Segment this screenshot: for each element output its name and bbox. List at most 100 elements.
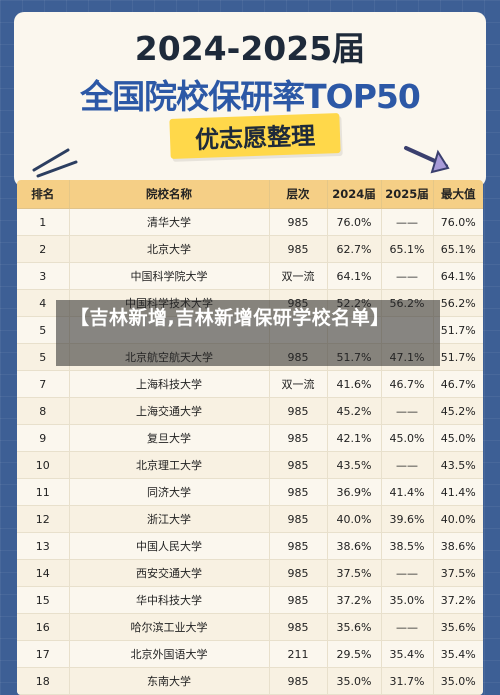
cell-2024: 45.2%: [327, 397, 382, 425]
cell-rank: 15: [17, 586, 70, 614]
cell-2025: ——: [381, 559, 434, 587]
cell-max: 56.2%: [433, 289, 483, 317]
cell-level: 985: [269, 586, 328, 614]
caption-overlay: [56, 300, 440, 366]
caption-text: 【吉林新增,吉林新增保研学校名单】: [70, 307, 390, 329]
cell-2024: 43.5%: [327, 451, 382, 479]
table-row: 9 复旦大学 985 42.1% 45.0% 45.0%: [17, 424, 483, 452]
cell-rank: 11: [17, 478, 70, 506]
cell-level: 985: [269, 667, 328, 695]
cell-school: 上海科技大学: [69, 370, 270, 398]
cell-max: 45.2%: [433, 397, 483, 425]
cell-level: 双一流: [269, 262, 328, 290]
cell-rank: 14: [17, 559, 70, 587]
table-row: 12 浙江大学 985 40.0% 39.6% 40.0%: [17, 505, 483, 533]
cell-rank: 10: [17, 451, 70, 479]
table-row: 14 西安交通大学 985 37.5% —— 37.5%: [17, 559, 483, 587]
cell-school: 中国科学院大学: [69, 262, 270, 290]
cell-rank: 7: [17, 370, 70, 398]
table-body: 1 清华大学 985 76.0% —— 76.0% 2 北京大学 985 62.7% 65.1% 65…: [17, 208, 483, 695]
header-card: [14, 12, 486, 187]
table-row: 17 北京外国语大学 211 29.5% 35.4% 35.4%: [17, 640, 483, 668]
cell-max: 45.0%: [433, 424, 483, 452]
cell-school: 复旦大学: [69, 424, 270, 452]
cell-2024: 62.7%: [327, 235, 382, 263]
cell-rank: 12: [17, 505, 70, 533]
cell-2024: 29.5%: [327, 640, 382, 668]
cell-2024: 35.6%: [327, 613, 382, 641]
cell-level: 双一流: [269, 370, 328, 398]
cell-rank: 3: [17, 262, 70, 290]
cell-2024: 36.9%: [327, 478, 382, 506]
table-row: 13 中国人民大学 985 38.6% 38.5% 38.6%: [17, 532, 483, 560]
cell-max: 76.0%: [433, 208, 483, 236]
cell-2025: 46.7%: [381, 370, 434, 398]
cell-school: 华中科技大学: [69, 586, 270, 614]
arrow-icon: [404, 146, 450, 174]
column-header-2025: 2025届: [381, 180, 434, 209]
cell-school: 北京外国语大学: [69, 640, 270, 668]
cell-max: 43.5%: [433, 451, 483, 479]
cell-level: 985: [269, 478, 328, 506]
cell-2025: ——: [381, 262, 434, 290]
cell-2024: 35.0%: [327, 667, 382, 695]
sparkle-lines-icon: [32, 148, 78, 178]
cell-rank: 8: [17, 397, 70, 425]
cell-2025: 45.0%: [381, 424, 434, 452]
cell-level: 985: [269, 397, 328, 425]
cell-rank: 13: [17, 532, 70, 560]
table-row: 15 华中科技大学 985 37.2% 35.0% 37.2%: [17, 586, 483, 614]
cell-2025: 35.0%: [381, 586, 434, 614]
ranking-table-container: 排名 院校名称 层次 2024届 2025届 最大值 1 清华大学 985 76.0%…: [17, 180, 483, 695]
table-row: 1 清华大学 985 76.0% —— 76.0%: [17, 208, 483, 236]
cell-2025: 41.4%: [381, 478, 434, 506]
cell-level: 985: [269, 559, 328, 587]
cell-max: 35.6%: [433, 613, 483, 641]
cell-2024: 42.1%: [327, 424, 382, 452]
table-row: 10 北京理工大学 985 43.5% —— 43.5%: [17, 451, 483, 479]
cell-level: 211: [269, 640, 328, 668]
cell-level: 985: [269, 505, 328, 533]
cell-2024: 64.1%: [327, 262, 382, 290]
cell-max: 35.4%: [433, 640, 483, 668]
cell-school: 北京理工大学: [69, 451, 270, 479]
cell-2025: 31.7%: [381, 667, 434, 695]
cell-rank: 9: [17, 424, 70, 452]
cell-rank: 18: [17, 667, 70, 695]
cell-2024: 76.0%: [327, 208, 382, 236]
title-main: 全国院校保研率TOP50: [80, 77, 421, 116]
cell-rank: 2: [17, 235, 70, 263]
table-row: 7 上海科技大学 双一流 41.6% 46.7% 46.7%: [17, 370, 483, 398]
cell-max: 37.2%: [433, 586, 483, 614]
cell-max: 51.7%: [433, 316, 483, 344]
badge-label: 优志愿整理: [194, 121, 316, 155]
column-header-school: 院校名称: [69, 180, 270, 209]
title-year: 2024-2025届: [134, 29, 366, 68]
cell-max: 38.6%: [433, 532, 483, 560]
cell-rank: 1: [17, 208, 70, 236]
cell-level: 985: [269, 613, 328, 641]
cell-rank: 16: [17, 613, 70, 641]
cell-rank: 17: [17, 640, 70, 668]
table-row: 11 同济大学 985 36.9% 41.4% 41.4%: [17, 478, 483, 506]
cell-school: 西安交通大学: [69, 559, 270, 587]
cell-school: 东南大学: [69, 667, 270, 695]
cell-level: 985: [269, 208, 328, 236]
cell-school: 上海交通大学: [69, 397, 270, 425]
cell-max: 64.1%: [433, 262, 483, 290]
cell-max: 37.5%: [433, 559, 483, 587]
table-row: 16 哈尔滨工业大学 985 35.6% —— 35.6%: [17, 613, 483, 641]
cell-school: 清华大学: [69, 208, 270, 236]
cell-max: 41.4%: [433, 478, 483, 506]
cell-school: 中国人民大学: [69, 532, 270, 560]
cell-school: 浙江大学: [69, 505, 270, 533]
cell-level: 985: [269, 235, 328, 263]
cell-2025: 39.6%: [381, 505, 434, 533]
cell-max: 65.1%: [433, 235, 483, 263]
cell-2024: 41.6%: [327, 370, 382, 398]
cell-school: 同济大学: [69, 478, 270, 506]
cell-max: 46.7%: [433, 370, 483, 398]
cell-2024: 37.2%: [327, 586, 382, 614]
table-row: 2 北京大学 985 62.7% 65.1% 65.1%: [17, 235, 483, 263]
cell-max: 35.0%: [433, 667, 483, 695]
